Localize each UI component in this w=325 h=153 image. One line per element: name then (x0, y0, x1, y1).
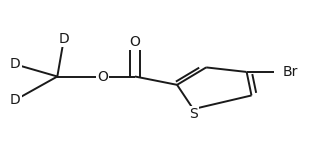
Text: S: S (189, 107, 198, 121)
Text: O: O (130, 35, 140, 49)
Text: D: D (10, 93, 20, 107)
Text: Br: Br (282, 65, 298, 79)
Text: O: O (97, 69, 108, 84)
Text: D: D (10, 57, 20, 71)
Text: D: D (58, 32, 69, 46)
